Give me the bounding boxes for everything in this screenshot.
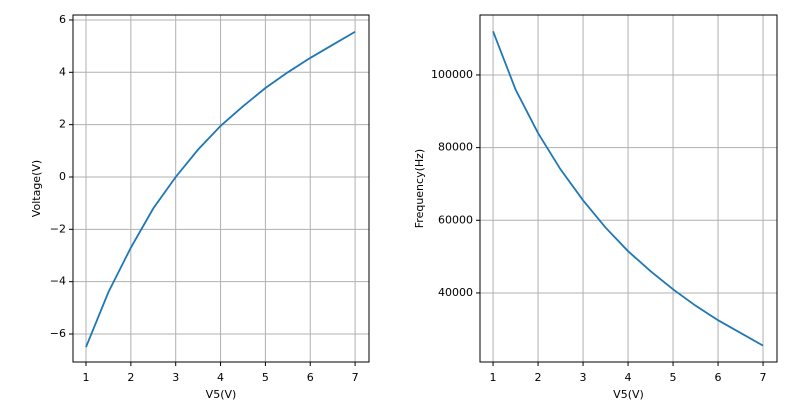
y-tick-label: 2 <box>59 118 66 131</box>
y-tick-label: −6 <box>50 327 66 340</box>
y-tick-label: 60000 <box>438 213 473 226</box>
plot-frame <box>479 14 778 363</box>
y-tick-label: 80000 <box>438 141 473 154</box>
line <box>85 30 356 348</box>
x-tick-label: 6 <box>715 371 722 384</box>
x-tick-label: 1 <box>83 371 90 384</box>
x-tick-label: 2 <box>535 371 542 384</box>
y-tick-label: 0 <box>59 170 66 183</box>
x-tick-label: 5 <box>670 371 677 384</box>
x-tick-label: 4 <box>217 371 224 384</box>
y-axis-label: Frequency(Hz) <box>413 149 426 228</box>
x-tick-label: 3 <box>172 371 179 384</box>
line <box>492 31 764 347</box>
x-tick-label: 3 <box>580 371 587 384</box>
x-tick-label: 7 <box>352 371 359 384</box>
x-tick-label: 7 <box>760 371 767 384</box>
x-tick-label: 2 <box>127 371 134 384</box>
x-axis-label: V5(V) <box>613 388 644 401</box>
y-axis-label: Voltage(V) <box>30 160 43 217</box>
x-tick-label: 4 <box>625 371 632 384</box>
y-tick-label: −4 <box>50 275 66 288</box>
x-axis-label: V5(V) <box>206 388 237 401</box>
plot-frame <box>72 14 370 363</box>
y-tick-label: 40000 <box>438 286 473 299</box>
x-tick-label: 6 <box>307 371 314 384</box>
x-tick-label: 5 <box>262 371 269 384</box>
y-tick-label: 4 <box>59 65 66 78</box>
subplot: 1 2 3 4 5 6 7 −6 −4 −2 0 2 4 6 V5(V) Voltage(V) <box>30 13 370 401</box>
y-tick-label: −2 <box>50 222 66 235</box>
subplot: 1 2 3 4 5 6 7 40000 60000 80000 100000 V5(V) Frequen… <box>413 14 778 401</box>
y-tick-label: 6 <box>59 13 66 26</box>
x-tick-label: 1 <box>490 371 497 384</box>
y-tick-label: 100000 <box>431 68 473 81</box>
